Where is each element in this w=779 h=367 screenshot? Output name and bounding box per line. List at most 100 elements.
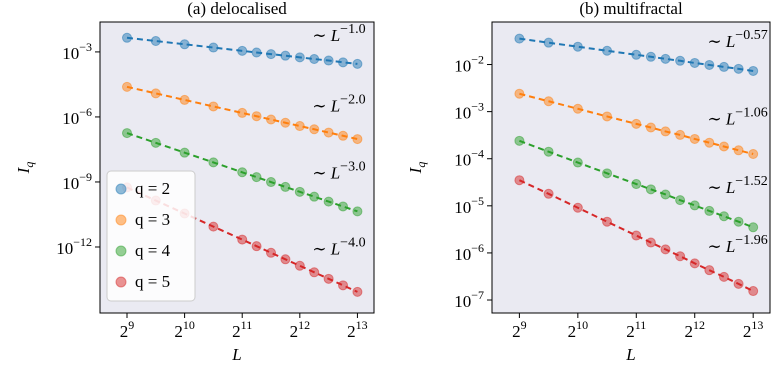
data-point — [309, 54, 320, 65]
y-tick-label: 10−6 — [454, 241, 484, 264]
y-axis-label: Iq — [406, 162, 428, 175]
x-tick-label: 210 — [568, 318, 589, 341]
data-point — [121, 81, 132, 92]
data-point — [602, 216, 613, 227]
y-axis-label: Iq — [14, 162, 36, 175]
data-point — [675, 251, 686, 262]
data-point — [352, 58, 363, 69]
data-point — [645, 122, 656, 133]
data-point — [266, 177, 277, 188]
data-point — [150, 36, 161, 47]
legend-marker — [115, 276, 127, 288]
data-point — [208, 42, 219, 53]
data-point — [748, 148, 759, 159]
data-point — [309, 124, 320, 135]
data-point — [352, 134, 363, 145]
x-tick-label: 210 — [174, 318, 195, 341]
data-point — [338, 57, 349, 68]
x-tick-label: 29 — [512, 318, 527, 341]
legend-label: q = 3 — [135, 210, 170, 229]
data-point — [294, 52, 305, 63]
data-point — [602, 45, 613, 56]
x-axis-label: L — [625, 345, 635, 364]
legend-marker — [115, 214, 127, 226]
plot-area: ∼ L−0.57 ∼ L−1.06 ∼ L−1.52 ∼ L−1.96 — [514, 28, 768, 297]
data-point — [689, 258, 700, 269]
y-tick-label: 10−3 — [62, 40, 92, 63]
data-point — [631, 118, 642, 129]
fit-label: ∼ L−1.0 — [312, 22, 365, 45]
data-point — [543, 37, 554, 48]
data-point — [631, 49, 642, 60]
data-point — [352, 286, 363, 297]
plot-frame — [491, 21, 771, 314]
data-point — [543, 96, 554, 107]
data-point — [514, 33, 525, 44]
data-point — [338, 201, 349, 212]
y-tick-label: 10−5 — [454, 194, 484, 217]
data-point — [280, 254, 291, 265]
data-point — [675, 55, 686, 66]
data-point — [323, 273, 334, 284]
data-point — [208, 221, 219, 232]
data-point — [266, 114, 277, 125]
data-point — [572, 41, 583, 52]
data-point — [660, 126, 671, 137]
data-point — [748, 286, 759, 297]
data-point — [718, 141, 729, 152]
legend-box — [106, 170, 196, 302]
data-point — [572, 157, 583, 168]
data-point — [645, 184, 656, 195]
data-point — [660, 244, 671, 255]
data-point — [689, 133, 700, 144]
y-tick-label: 10−12 — [56, 235, 92, 258]
data-point — [338, 280, 349, 291]
x-axis-label: L — [231, 345, 241, 364]
data-point — [572, 202, 583, 213]
data-point — [514, 135, 525, 146]
data-point — [718, 271, 729, 282]
data-point — [179, 147, 190, 158]
data-point — [309, 267, 320, 278]
data-point — [704, 59, 715, 70]
data-point — [150, 88, 161, 99]
data-point — [733, 63, 744, 74]
data-point — [514, 175, 525, 186]
data-point — [660, 189, 671, 200]
data-point — [179, 94, 190, 105]
data-point — [280, 117, 291, 128]
data-point — [266, 247, 277, 258]
fit-label: ∼ L−1.06 — [707, 106, 767, 129]
legend-label: q = 5 — [135, 272, 170, 291]
data-point — [748, 65, 759, 76]
data-point — [352, 206, 363, 217]
data-point — [543, 188, 554, 199]
data-point — [208, 157, 219, 168]
data-point — [602, 111, 613, 122]
data-point — [294, 121, 305, 132]
data-point — [689, 57, 700, 68]
data-point — [237, 167, 248, 178]
data-point — [208, 101, 219, 112]
chart-title: (a) delocalised — [187, 0, 287, 18]
data-point — [280, 181, 291, 192]
data-point — [323, 127, 334, 138]
y-tick-label: 10−6 — [62, 105, 92, 128]
plot-frame — [99, 21, 375, 314]
data-point — [704, 137, 715, 148]
x-tick-label: 212 — [290, 318, 311, 341]
fit-label: ∼ L−1.96 — [707, 233, 767, 256]
data-point — [572, 103, 583, 114]
x-tick-label: 213 — [743, 318, 764, 341]
x-tick-label: 211 — [626, 318, 646, 341]
data-point — [631, 230, 642, 241]
data-point — [543, 146, 554, 157]
legend-marker — [115, 245, 127, 257]
data-point — [237, 45, 248, 56]
legend-label: q = 4 — [135, 241, 171, 260]
legend-label: q = 2 — [135, 179, 170, 198]
data-point — [323, 55, 334, 66]
data-point — [251, 47, 262, 58]
data-point — [266, 49, 277, 60]
